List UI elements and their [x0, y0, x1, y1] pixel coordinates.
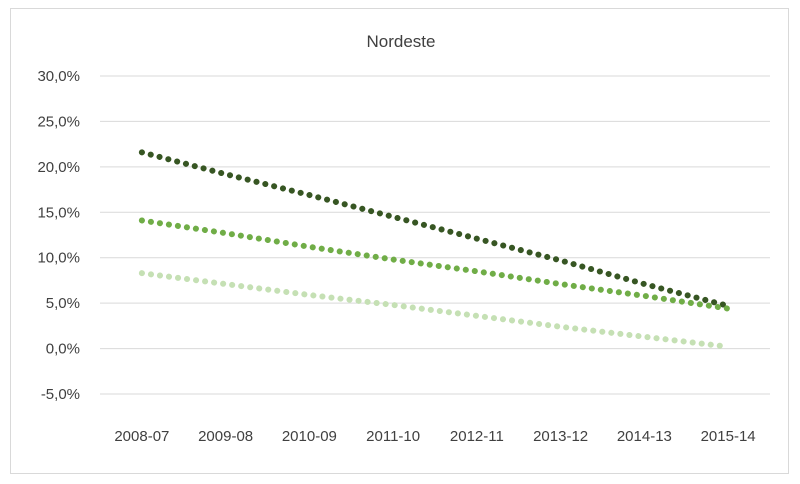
chart-frame — [10, 8, 789, 474]
x-tick-label: 2013-12 — [533, 428, 588, 445]
y-tick-label: 15,0% — [37, 204, 80, 221]
y-tick-label: 20,0% — [37, 159, 80, 176]
x-tick-label: 2008-07 — [114, 428, 169, 445]
series-line-1 — [138, 149, 732, 309]
gridlines — [100, 75, 770, 395]
y-tick-label: 10,0% — [37, 250, 80, 267]
y-tick-label: 5,0% — [46, 295, 80, 312]
x-tick-label: 2012-11 — [450, 428, 504, 445]
series-line-2 — [138, 217, 732, 312]
x-axis-ticks: 2008-07 2009-08 2010-09 2011-10 2012-11 2013-… — [114, 428, 755, 445]
y-axis-ticks: -5,0% 0,0% 5,0% 10,0% 15,0% 20,0% 25,0% 30,0% — [37, 68, 80, 403]
y-tick-label: 30,0% — [37, 68, 80, 85]
y-tick-label: -5,0% — [41, 386, 80, 403]
chart-title: Nordeste — [367, 32, 436, 51]
y-tick-label: 0,0% — [46, 341, 80, 358]
x-tick-label: 2011-10 — [366, 428, 420, 445]
x-tick-label: 2014-13 — [617, 428, 672, 445]
x-tick-label: 2015-14 — [701, 428, 756, 445]
series-lines — [138, 149, 732, 350]
x-tick-label: 2009-08 — [198, 428, 253, 445]
x-tick-label: 2010-09 — [282, 428, 337, 445]
y-tick-label: 25,0% — [37, 113, 80, 130]
series-line-3 — [138, 270, 732, 350]
